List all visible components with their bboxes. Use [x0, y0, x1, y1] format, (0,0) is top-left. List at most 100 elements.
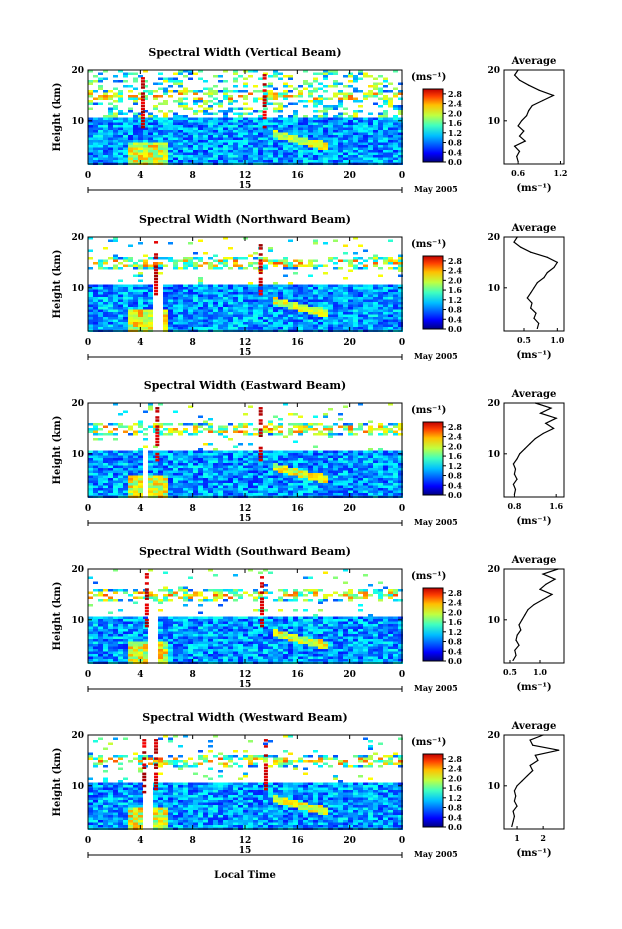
- avg-y-tick-label: 10: [487, 284, 500, 294]
- colorbar-tick-label: 1.6: [448, 118, 462, 128]
- avg-x-tick-label: 1.0: [550, 335, 564, 345]
- colorbar-tick-label: 0.4: [448, 646, 462, 656]
- avg-profile-point: [553, 266, 555, 269]
- avg-profile-point: [532, 744, 534, 746]
- colorbar-tick-label: 2.8: [448, 588, 462, 598]
- avg-profile-point: [538, 89, 540, 91]
- avg-profile-point: [531, 104, 533, 107]
- x-tick-label: 8: [190, 504, 196, 514]
- colorbar-tick-label: 2.4: [448, 598, 462, 608]
- avg-x-label: (ms⁻¹): [516, 183, 551, 194]
- x-tick-label: 16: [291, 836, 304, 846]
- date-label: May 2005: [414, 517, 458, 527]
- avg-profile-point: [543, 277, 545, 279]
- avg-x-label: (ms⁻¹): [516, 516, 551, 527]
- avg-x-label: (ms⁻¹): [516, 848, 551, 859]
- avg-profile-point: [529, 739, 531, 741]
- avg-y-tick-label: 10: [487, 450, 500, 460]
- y-tick-label: 10: [71, 450, 84, 460]
- avg-profile-point: [512, 810, 514, 812]
- colorbar: [422, 587, 444, 662]
- avg-profile-point: [556, 261, 558, 264]
- colorbar-tick-label: 2.4: [448, 764, 462, 774]
- avg-profile-point: [513, 790, 516, 792]
- avg-profile-point: [534, 754, 536, 756]
- avg-y-tick-label: 10: [487, 117, 500, 127]
- avg-profile-point: [513, 800, 516, 802]
- avg-profile-point: [526, 775, 529, 777]
- avg-profile-point: [523, 130, 525, 132]
- avg-y-tick-label: 20: [487, 399, 500, 409]
- avg-x-tick-label: 1.0: [533, 667, 547, 677]
- avg-profile-point: [512, 463, 514, 465]
- y-tick-label: 10: [71, 616, 84, 626]
- x-tick-label: 0: [85, 836, 91, 846]
- x-tick-label: 0: [85, 504, 91, 514]
- avg-profile-point: [518, 79, 521, 81]
- avg-profile-point: [546, 256, 548, 258]
- colorbar-tick-label: 0.0: [448, 490, 462, 500]
- avg-profile-point: [532, 769, 534, 772]
- day-label: 15: [239, 348, 252, 358]
- colorbar: [422, 753, 444, 828]
- colorbar-tick-label: 1.2: [448, 128, 462, 138]
- avg-profile-point: [552, 427, 555, 430]
- avg-y-tick-label: 10: [487, 782, 500, 792]
- avg-title: Average: [511, 555, 557, 566]
- y-axis-label: Height (km): [52, 250, 63, 319]
- colorbar-tick-label: 1.6: [448, 285, 462, 295]
- x-tick-label: 16: [291, 670, 304, 680]
- x-tick-label: 8: [190, 836, 196, 846]
- avg-profile-point: [513, 241, 515, 243]
- x-tick-label: 16: [291, 171, 304, 181]
- x-tick-label: 12: [239, 670, 252, 680]
- colorbar-tick-label: 0.0: [448, 324, 462, 334]
- avg-profile-point: [551, 593, 553, 596]
- avg-profile-point: [542, 573, 544, 575]
- y-tick-label: 20: [71, 565, 84, 575]
- colorbar-tick-label: 0.0: [448, 822, 462, 832]
- x-tick-label: 12: [239, 836, 252, 846]
- avg-profile-point: [534, 437, 536, 440]
- avg-profile-point: [518, 135, 521, 137]
- avg-profile-point: [516, 634, 518, 636]
- x-tick-label: 8: [190, 670, 196, 680]
- y-tick-label: 20: [71, 233, 84, 243]
- colorbar: [422, 421, 444, 496]
- avg-profile-point: [511, 825, 513, 828]
- heatmap-cells: [88, 237, 403, 332]
- avg-profile-point: [531, 302, 533, 304]
- avg-profile-point: [514, 649, 516, 651]
- heatmap-cells: [88, 735, 403, 830]
- panel-3: Spectral Width (Eastward Beam) Height (km…: [52, 379, 565, 527]
- chart-title: Spectral Width (Vertical Beam): [148, 46, 341, 59]
- x-tick-label: 0: [399, 338, 405, 348]
- x-tick-label: 12: [239, 504, 252, 514]
- x-tick-label: 0: [399, 171, 405, 181]
- avg-profile-point: [516, 785, 518, 787]
- panel-4: Spectral Width (Southward Beam) Height (k…: [52, 545, 565, 693]
- heatmap-cells: [88, 569, 403, 664]
- avg-profile-point: [513, 74, 516, 76]
- avg-profile-point: [513, 145, 516, 147]
- colorbar-unit: (ms⁻¹): [411, 239, 446, 250]
- avg-profile-point: [539, 412, 542, 414]
- colorbar-tick-label: 1.2: [448, 627, 462, 637]
- x-tick-label: 0: [399, 670, 405, 680]
- colorbar-tick-label: 2.4: [448, 432, 462, 442]
- avg-profile-point: [524, 140, 526, 142]
- avg-profile-point: [521, 780, 523, 782]
- avg-profile-point: [513, 473, 516, 475]
- colorbar-tick-label: 2.0: [448, 441, 462, 451]
- avg-profile-point: [516, 805, 518, 807]
- x-tick-label: 4: [137, 836, 143, 846]
- colorbar-tick-label: 0.0: [448, 157, 462, 167]
- avg-profile-point: [524, 614, 526, 616]
- avg-frame: [503, 568, 565, 664]
- colorbar: [422, 88, 444, 163]
- panel-5: Spectral Width (Westward Beam) Height (km…: [52, 711, 565, 859]
- colorbar-tick-label: 0.0: [448, 656, 462, 666]
- avg-profile-point: [555, 417, 557, 419]
- avg-x-tick-label: 2: [540, 833, 546, 843]
